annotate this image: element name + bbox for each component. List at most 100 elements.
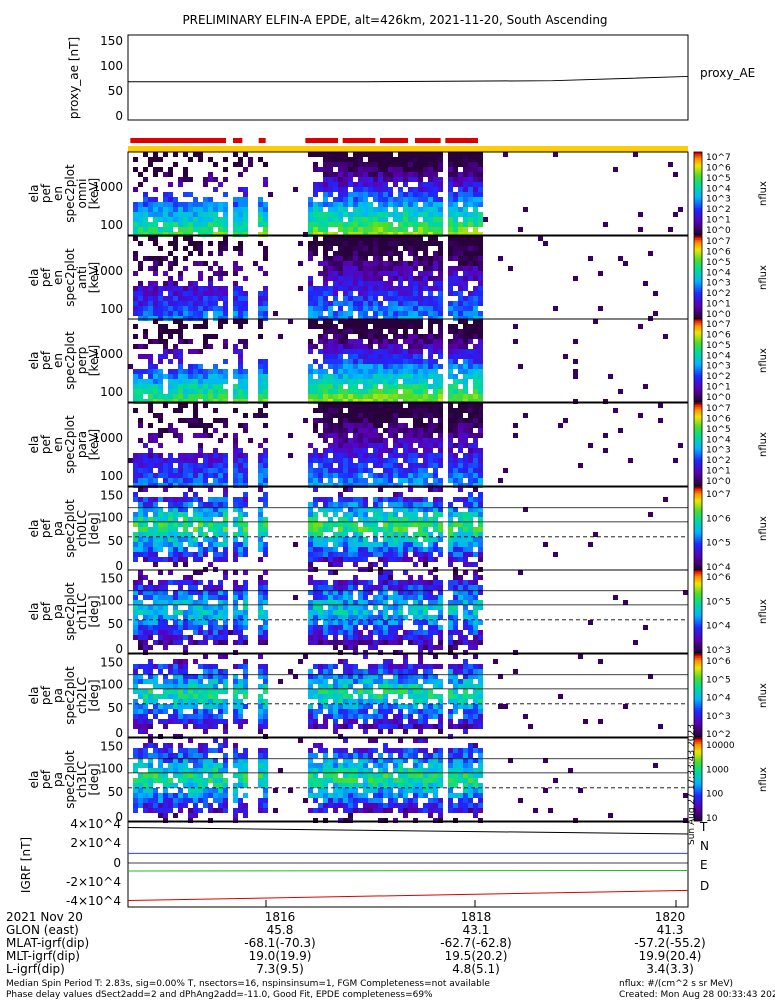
spec-cell — [388, 152, 393, 157]
spec-cell — [313, 241, 318, 246]
colorbar-cell — [694, 156, 702, 159]
spec-cell — [263, 246, 268, 251]
spec-cell — [408, 547, 413, 552]
spec-cell — [373, 246, 378, 251]
spec-cell — [158, 497, 163, 502]
spec-cell — [468, 590, 473, 595]
spec-cell — [208, 562, 213, 567]
spec-cell — [363, 552, 368, 557]
spec-cell — [468, 339, 473, 344]
spec-cell — [373, 329, 378, 334]
spec-cell — [458, 428, 463, 433]
spec-cell — [438, 374, 443, 379]
spec-cell — [208, 394, 213, 399]
spec-cell — [178, 610, 183, 615]
spec-cell — [428, 261, 433, 266]
spec-cell — [178, 296, 183, 301]
spec-cell — [378, 610, 383, 615]
spec-cell — [168, 369, 173, 374]
spec-cell — [428, 217, 433, 222]
spec-cell — [363, 600, 368, 605]
spec-cell — [368, 152, 373, 157]
spec-cell — [373, 453, 378, 458]
spec-cell — [148, 674, 153, 679]
spec-cell — [198, 286, 203, 291]
spec-cell — [468, 547, 473, 552]
spec-cell — [233, 547, 238, 552]
spec-cell — [173, 394, 178, 399]
spec-cell — [193, 349, 198, 354]
spec-cell — [378, 157, 383, 162]
spec-cell — [473, 487, 478, 492]
spec-cell — [343, 207, 348, 212]
spec-cell — [153, 306, 158, 311]
spec-cell — [348, 487, 353, 492]
spec-cell — [358, 458, 363, 463]
colorbar-cell — [694, 481, 702, 485]
spec-cell — [148, 423, 153, 428]
spec-cell — [418, 261, 423, 266]
spec-cell — [473, 162, 478, 167]
spec-cell — [368, 423, 373, 428]
spec-cell — [358, 542, 363, 547]
spec-cell — [458, 423, 463, 428]
spec-cell — [308, 600, 313, 605]
spec-cell — [218, 463, 223, 468]
spec-cell — [233, 408, 238, 413]
spec-cell — [423, 246, 428, 251]
spec-cell — [223, 522, 228, 527]
ylabel-word: pef — [39, 183, 53, 203]
spec-cell — [468, 291, 473, 296]
colorbar-tick: 10^7 — [706, 490, 731, 500]
spec-cell — [368, 428, 373, 433]
spec-cell — [198, 517, 203, 522]
spec-cell — [428, 157, 433, 162]
spec-cell — [168, 329, 173, 334]
colorbar-cell — [694, 335, 702, 339]
spec-cell — [178, 625, 183, 630]
spec-cell — [348, 389, 353, 394]
spec-cell — [408, 291, 413, 296]
spec-cell — [153, 197, 158, 202]
spec-cell — [348, 580, 353, 585]
spec-cell — [373, 542, 378, 547]
spec-cell — [433, 157, 438, 162]
spec-cell — [203, 428, 208, 433]
spec-cell — [418, 473, 423, 478]
spec-cell — [243, 468, 248, 473]
spec-cell — [343, 640, 348, 645]
spec-cell — [298, 286, 303, 291]
spec-cell — [143, 517, 148, 522]
spec-cell — [433, 394, 438, 399]
spec-cell — [358, 167, 363, 172]
spec-cell — [233, 217, 238, 222]
spec-cell — [438, 537, 443, 542]
spec-cell — [423, 590, 428, 595]
spec-cell — [423, 281, 428, 286]
spec-cell — [478, 428, 483, 433]
spec-cell — [458, 630, 463, 635]
spec-cell — [403, 590, 408, 595]
colorbar-cell — [694, 168, 702, 172]
spec-cell — [138, 610, 143, 615]
spec-cell — [328, 473, 333, 478]
spec-cell — [338, 610, 343, 615]
proxy-ae-panel: 150 100 50 0 proxy_ae [nT] proxy_AE — [67, 34, 755, 123]
spec-cell — [198, 212, 203, 217]
spec-cell — [333, 600, 338, 605]
spec-cell — [218, 217, 223, 222]
spec-cell — [243, 453, 248, 458]
spec-cell — [438, 344, 443, 349]
spec-cell — [418, 364, 423, 369]
spec-cell — [573, 359, 578, 364]
spec-cell — [308, 256, 313, 261]
spec-cell — [448, 241, 453, 246]
spec-cell — [243, 212, 248, 217]
spec-cell — [383, 625, 388, 630]
spec-cell — [418, 517, 423, 522]
spec-cell — [218, 266, 223, 271]
spec-cell — [188, 580, 193, 585]
spec-cell — [353, 615, 358, 620]
spec-cell — [173, 625, 178, 630]
spec-cell — [363, 635, 368, 640]
